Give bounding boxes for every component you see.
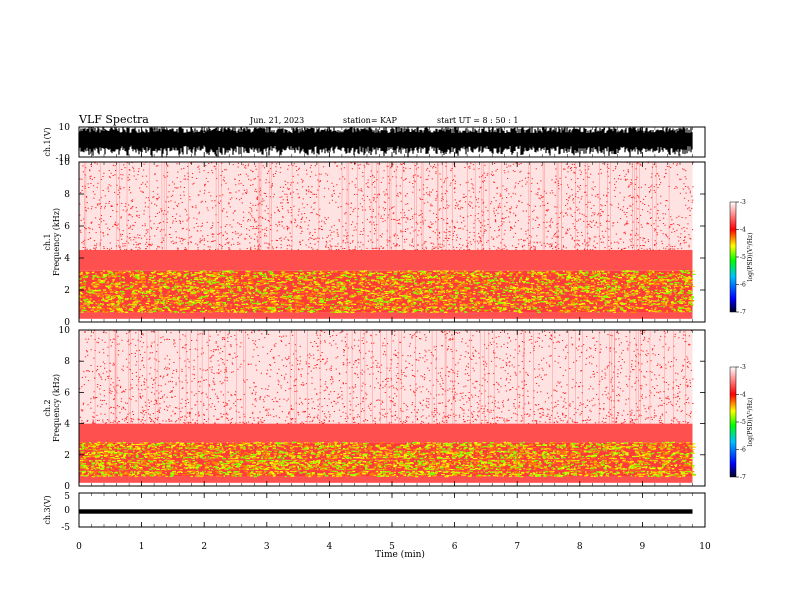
time-tick-label: 6 (452, 542, 458, 552)
time-tick-label: 1 (139, 542, 145, 552)
time-tick-label: 4 (327, 542, 333, 552)
colorbar-tick-label: -7 (740, 474, 746, 481)
ch1-colorbar-label: log(PSD)(V²/Hz) (747, 233, 754, 282)
start-time-label: start UT = 8 : 50 : 1 (437, 116, 518, 125)
ch2-colorbar (730, 367, 736, 477)
ch3-waveform-ylabel: ch.3(V) (43, 495, 52, 524)
ch1-waveform-line (78, 127, 693, 157)
colorbar-tick-label: -3 (740, 364, 746, 371)
date-label: Jun. 21, 2023 (249, 116, 304, 125)
frequency-tick-label: 4 (64, 420, 70, 430)
ch1-spectrogram-image (79, 161, 696, 319)
spectrogram-band (79, 330, 693, 424)
time-tick-label: 3 (264, 542, 270, 552)
spectrogram-band (79, 312, 693, 319)
frequency-tick-label: 10 (59, 326, 71, 336)
spectrogram-intense-texture (79, 270, 695, 314)
ch1-ytick-bottom: -10 (56, 154, 71, 164)
time-tick-label: 5 (389, 542, 395, 552)
ch2-spectrogram-image (79, 329, 696, 483)
ch1-ytick-top: 10 (59, 123, 71, 133)
spectrogram-intense-texture (79, 441, 695, 478)
station-label: station= KAP (343, 116, 398, 125)
ch1-waveform-trace (78, 127, 693, 157)
time-tick-label: 9 (640, 542, 646, 552)
colorbar-tick-label: -4 (740, 392, 746, 399)
ch3-waveform-line (79, 509, 693, 514)
ch3-ytick-bottom: -5 (61, 523, 70, 533)
colorbar-tick-label: -6 (740, 447, 746, 454)
spectrogram-streaks (84, 162, 670, 250)
minor-tick-marks (78, 127, 706, 527)
spectrogram-band (79, 476, 693, 483)
spectrogram-speckle (79, 329, 694, 425)
ch3-ytick-top: 5 (64, 492, 70, 502)
colorbar-tick-label: -5 (740, 254, 746, 261)
ch3-ytick-mid: 0 (64, 506, 70, 516)
ch2-channel-label: ch.2 (43, 399, 52, 416)
minor-tick-path (78, 127, 706, 527)
time-tick-label: 7 (514, 542, 520, 552)
frequency-tick-label: 6 (64, 388, 70, 398)
frequency-tick-label: 8 (64, 190, 70, 200)
frequency-tick-label: 2 (64, 286, 70, 296)
colorbar-tick-label: -6 (740, 282, 746, 289)
time-tick-label: 10 (699, 542, 711, 552)
colorbar-tick-label: -7 (740, 309, 746, 316)
frequency-tick-label: 0 (64, 318, 70, 328)
ch1-waveform-panel: 10 -10 ch.1(V) (43, 123, 706, 164)
colorbar-tick-label: -5 (740, 419, 746, 426)
frequency-tick-label: 0 (64, 482, 70, 492)
frequency-tick-label: 4 (64, 254, 70, 264)
colorbar-tick-label: -4 (740, 227, 746, 234)
time-tick-label: 0 (76, 542, 82, 552)
ch1-colorbar (730, 202, 736, 312)
ch1-channel-label: ch.1 (43, 233, 52, 250)
spectrogram-band (79, 162, 693, 250)
ch1-frequency-ylabel: Frequency (kHz) (52, 208, 61, 276)
figure-title: VLF Spectra (78, 113, 149, 126)
ch1-waveform-ylabel: ch.1(V) (43, 127, 52, 156)
frequency-tick-label: 10 (59, 158, 71, 168)
ch2-colorbar-label: log(PSD)(V²/Hz) (747, 398, 754, 447)
ch2-frequency-ylabel: Frequency (kHz) (52, 374, 61, 442)
colorbar-tick-label: -3 (740, 199, 746, 206)
spectrogram-streaks (94, 330, 686, 424)
frequency-tick-label: 8 (64, 357, 70, 367)
spectrogram-band (79, 423, 693, 443)
frequency-tick-label: 2 (64, 451, 70, 461)
ch3-waveform-trace (79, 509, 693, 514)
time-tick-label: 2 (201, 542, 207, 552)
spectrogram-band (79, 250, 693, 271)
time-tick-label: 8 (577, 542, 583, 552)
frequency-tick-label: 6 (64, 222, 70, 232)
time-axis-label: Time (min) (375, 549, 425, 560)
